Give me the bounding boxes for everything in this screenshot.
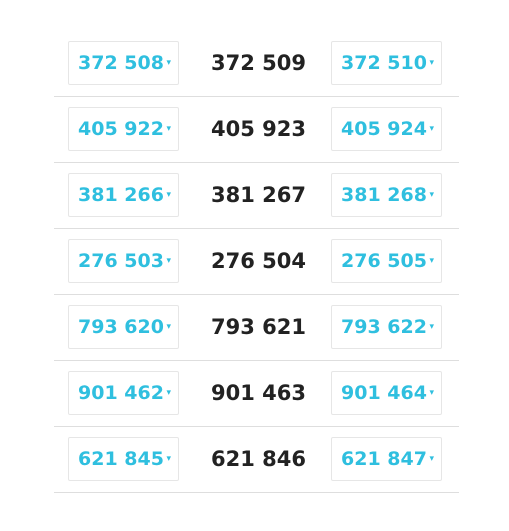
prev-number-dropdown[interactable]: 621 845 ▾ [68,437,179,481]
prev-number-value: 381 266 [78,184,164,206]
prev-number-value: 793 620 [78,316,164,338]
chevron-down-icon: ▾ [166,124,171,134]
current-number: 621 846 [211,447,306,471]
chevron-down-icon: ▾ [429,454,434,464]
current-number: 276 504 [211,249,306,273]
next-number-dropdown[interactable]: 901 464 ▾ [331,371,442,415]
chevron-down-icon: ▾ [166,256,171,266]
chevron-down-icon: ▾ [429,388,434,398]
next-number-value: 793 622 [341,316,427,338]
next-number-value: 381 268 [341,184,427,206]
table-row: 372 508 ▾ 372 509 372 510 ▾ [54,31,459,97]
prev-number-value: 372 508 [78,52,164,74]
next-number-dropdown[interactable]: 621 847 ▾ [331,437,442,481]
prev-number-dropdown[interactable]: 372 508 ▾ [68,41,179,85]
current-number: 901 463 [211,381,306,405]
prev-number-value: 405 922 [78,118,164,140]
next-number-dropdown[interactable]: 372 510 ▾ [331,41,442,85]
prev-number-value: 276 503 [78,250,164,272]
next-number-value: 372 510 [341,52,427,74]
number-picker-table: 372 508 ▾ 372 509 372 510 ▾ 405 922 ▾ 40… [54,31,459,493]
next-number-value: 621 847 [341,448,427,470]
chevron-down-icon: ▾ [166,322,171,332]
prev-number-value: 901 462 [78,382,164,404]
table-row: 405 922 ▾ 405 923 405 924 ▾ [54,97,459,163]
next-number-dropdown[interactable]: 793 622 ▾ [331,305,442,349]
chevron-down-icon: ▾ [166,190,171,200]
chevron-down-icon: ▾ [429,58,434,68]
table-row: 793 620 ▾ 793 621 793 622 ▾ [54,295,459,361]
next-number-value: 276 505 [341,250,427,272]
current-number: 372 509 [211,51,306,75]
chevron-down-icon: ▾ [166,388,171,398]
table-row: 901 462 ▾ 901 463 901 464 ▾ [54,361,459,427]
next-number-value: 405 924 [341,118,427,140]
prev-number-dropdown[interactable]: 381 266 ▾ [68,173,179,217]
next-number-dropdown[interactable]: 405 924 ▾ [331,107,442,151]
chevron-down-icon: ▾ [429,124,434,134]
table-row: 621 845 ▾ 621 846 621 847 ▾ [54,427,459,493]
chevron-down-icon: ▾ [166,454,171,464]
current-number: 405 923 [211,117,306,141]
next-number-value: 901 464 [341,382,427,404]
chevron-down-icon: ▾ [429,190,434,200]
chevron-down-icon: ▾ [429,256,434,266]
prev-number-dropdown[interactable]: 901 462 ▾ [68,371,179,415]
prev-number-dropdown[interactable]: 405 922 ▾ [68,107,179,151]
current-number: 793 621 [211,315,306,339]
prev-number-dropdown[interactable]: 793 620 ▾ [68,305,179,349]
next-number-dropdown[interactable]: 276 505 ▾ [331,239,442,283]
prev-number-value: 621 845 [78,448,164,470]
table-row: 381 266 ▾ 381 267 381 268 ▾ [54,163,459,229]
chevron-down-icon: ▾ [429,322,434,332]
current-number: 381 267 [211,183,306,207]
chevron-down-icon: ▾ [166,58,171,68]
table-row: 276 503 ▾ 276 504 276 505 ▾ [54,229,459,295]
prev-number-dropdown[interactable]: 276 503 ▾ [68,239,179,283]
next-number-dropdown[interactable]: 381 268 ▾ [331,173,442,217]
